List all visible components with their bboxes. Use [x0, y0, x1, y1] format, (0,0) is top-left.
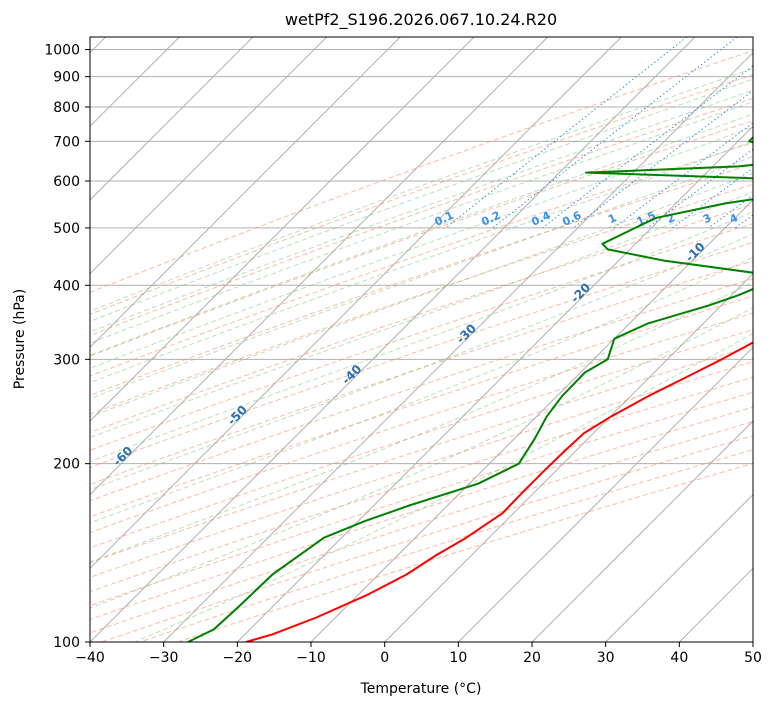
isotherm-line [90, 37, 549, 496]
chart-title: wetPf2_S196.2026.067.10.24.R20 [285, 10, 557, 30]
y-tick-label: 300 [53, 352, 80, 368]
x-tick-label: −10 [296, 650, 326, 666]
isotherm-line [90, 37, 622, 570]
y-tick-label: 1000 [44, 43, 80, 59]
dry-adiabat-line [90, 223, 753, 451]
moist-adiabat-line [90, 140, 753, 384]
isotherm-line [163, 51, 753, 642]
dry-adiabat-line [90, 241, 753, 469]
x-tick-label: 40 [670, 650, 688, 666]
dry-adiabat-line [90, 163, 753, 396]
x-tick-label: −20 [223, 650, 253, 666]
plot-frame [89, 36, 754, 643]
dry-adiabat-line [90, 142, 753, 377]
dry-adiabat-line [90, 97, 753, 337]
dry-adiabat-line [90, 278, 753, 502]
x-tick-label: 30 [597, 650, 615, 666]
y-tick-label: 500 [53, 221, 80, 237]
dry-adiabat-line [90, 329, 753, 549]
y-axis-label: Pressure (hPa) [12, 289, 28, 389]
isotherm-line [457, 346, 753, 642]
sounding-traces [187, 135, 753, 642]
isotherm-line [236, 125, 753, 642]
moist-adiabat-line [90, 256, 753, 524]
isotherm-line [531, 420, 753, 642]
isotherm-line [90, 37, 475, 422]
dry-adiabat-line [90, 312, 753, 534]
y-tick-label: 100 [53, 635, 80, 651]
mixing-ratio-line [672, 167, 753, 229]
isotherm-line [605, 493, 753, 642]
x-tick-label: −30 [149, 650, 179, 666]
y-tick-label: 400 [53, 278, 80, 294]
isotherm-line [90, 37, 328, 275]
temperature-trace [245, 341, 753, 642]
isotherm-line [90, 37, 696, 642]
mixing-ratio-line [542, 65, 753, 229]
moist-adiabat-line [90, 172, 753, 418]
x-tick-label: 20 [523, 650, 541, 666]
moist-adiabat-line [90, 307, 753, 609]
axes: −40 −30 −20 −10 0 10 20 30 40 50 100 200 300 400 500 60… [44, 43, 762, 666]
isotherm-line [90, 37, 401, 349]
y-tick-label: 200 [53, 457, 80, 473]
isotherm-line [384, 272, 753, 642]
moist-adiabat-line [90, 101, 753, 344]
dewpoint-trace [187, 135, 753, 642]
y-tick-label: 800 [53, 100, 80, 116]
y-tick-label: 600 [53, 174, 80, 190]
dry-adiabat-line [90, 391, 753, 607]
mixing-ratio-line [572, 90, 753, 229]
moist-adiabat-line [90, 67, 753, 312]
x-axis-label: Temperature (°C) [360, 681, 482, 697]
dry-adiabat-line [90, 345, 753, 564]
moist-adiabat-line [90, 78, 753, 322]
dry-adiabat-line [90, 260, 753, 485]
background-lines [90, 37, 753, 642]
moist-adiabat-line [90, 211, 753, 463]
y-tick-label: 900 [53, 70, 80, 86]
dry-adiabat-line [90, 50, 753, 293]
x-tick-label: 10 [449, 650, 467, 666]
x-tick-label: 50 [744, 650, 762, 666]
x-tick-label: 0 [380, 650, 389, 666]
x-tick-label: −40 [75, 650, 105, 666]
dry-adiabat-line [90, 376, 753, 593]
dry-adiabat-line [90, 295, 753, 518]
y-tick-label: 700 [53, 134, 80, 150]
dry-adiabat-line [90, 361, 753, 578]
isotherm-line [90, 37, 254, 201]
mixing-ratio-line [492, 37, 738, 229]
moist-adiabat-line [90, 155, 753, 400]
